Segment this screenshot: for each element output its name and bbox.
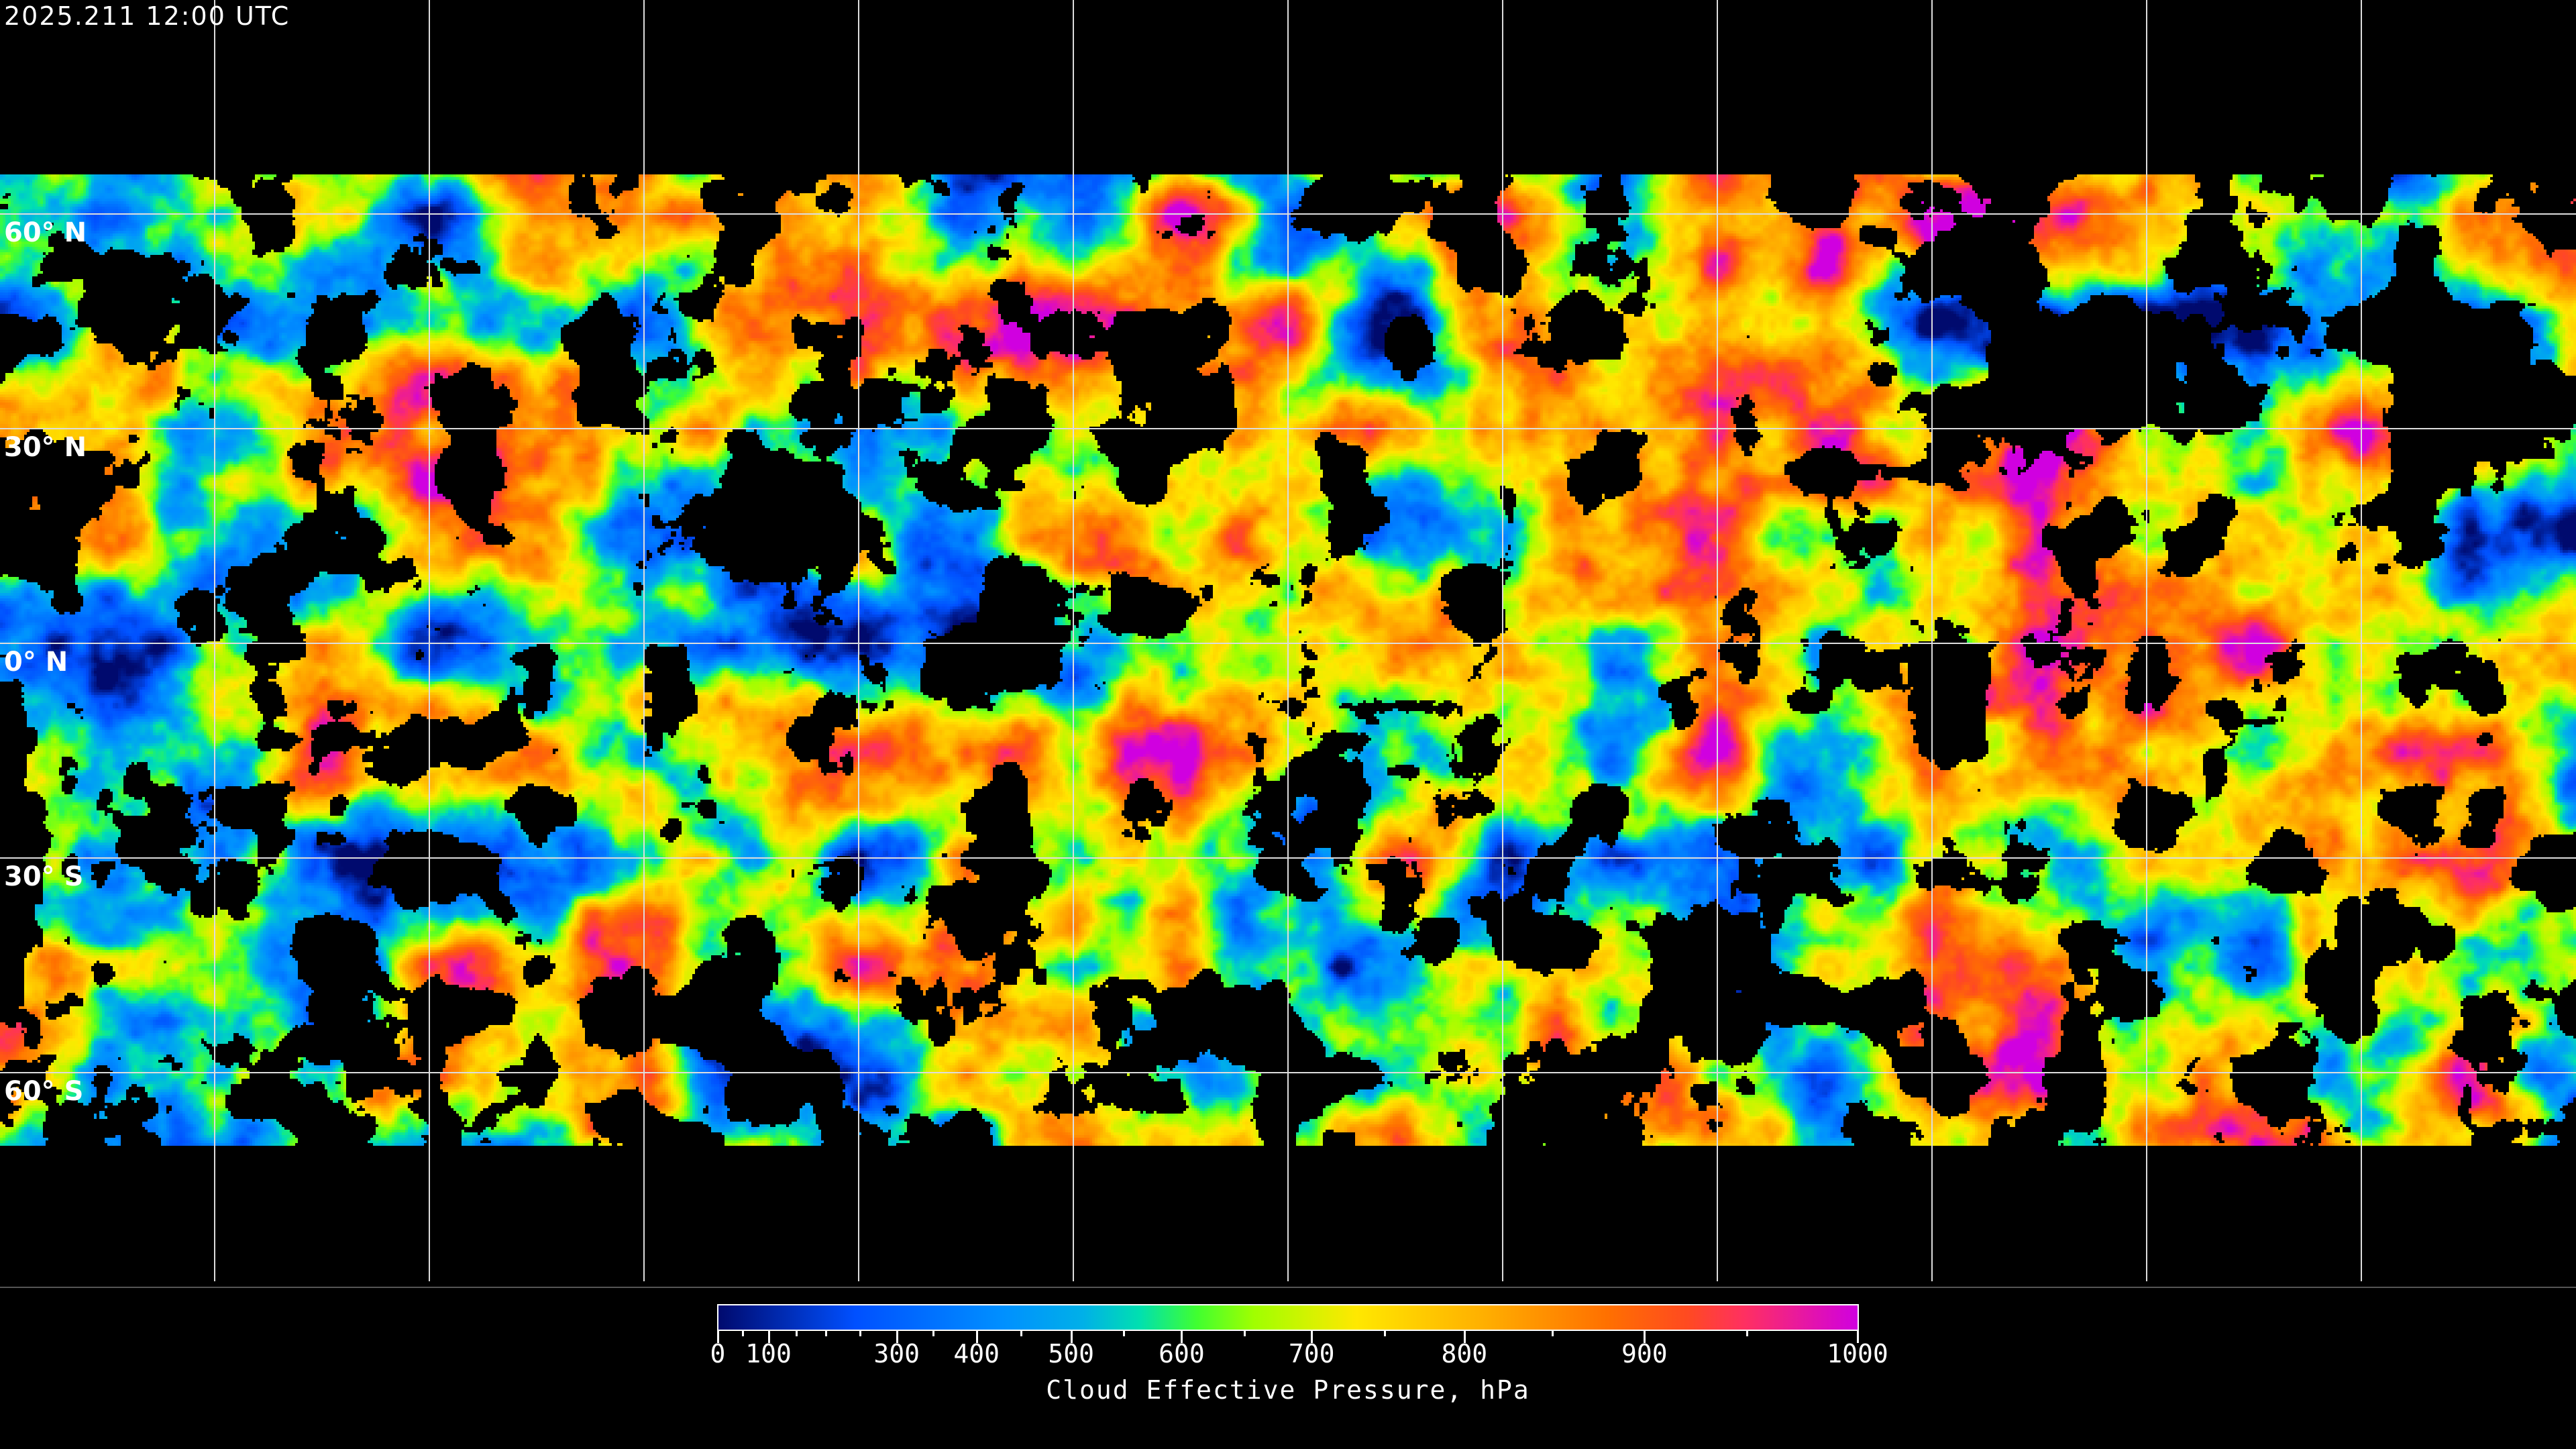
tick-label: 700 xyxy=(1288,1339,1335,1368)
lat-lon-grid xyxy=(0,0,2576,1281)
minor-tick xyxy=(1383,1331,1386,1336)
map-bottom-border xyxy=(0,1287,2576,1288)
tick-label: 300 xyxy=(873,1339,920,1368)
minor-tick xyxy=(1243,1331,1246,1336)
major-tick xyxy=(1857,1331,1859,1343)
major-tick xyxy=(896,1331,898,1343)
lat-label-30s: 30° S xyxy=(4,861,84,892)
minor-tick xyxy=(825,1331,828,1336)
minor-tick xyxy=(742,1331,745,1336)
minor-tick xyxy=(1020,1331,1022,1336)
tick-label: 800 xyxy=(1441,1339,1488,1368)
tick-label: 500 xyxy=(1048,1339,1095,1368)
major-tick xyxy=(1311,1331,1313,1343)
minor-tick xyxy=(796,1331,798,1336)
lat-label-30n: 30° N xyxy=(4,432,87,463)
tick-label: 100 xyxy=(745,1339,792,1368)
major-tick xyxy=(1644,1331,1646,1343)
tick-label: 1000 xyxy=(1827,1339,1888,1368)
tick-label: 900 xyxy=(1621,1339,1668,1368)
major-tick xyxy=(1070,1331,1073,1343)
minor-tick xyxy=(1551,1331,1554,1336)
tick-label: 0 xyxy=(710,1339,726,1368)
lat-label-60n: 60° N xyxy=(4,217,87,248)
colorbar xyxy=(717,1304,1859,1331)
major-tick xyxy=(1181,1331,1183,1343)
colorbar-title: Cloud Effective Pressure, hPa xyxy=(1046,1375,1530,1405)
minor-tick xyxy=(859,1331,862,1336)
timestamp-title: 2025.211 12:00 UTC xyxy=(4,1,290,31)
minor-tick xyxy=(1746,1331,1749,1336)
lat-label-0: 0° N xyxy=(4,647,68,678)
cloud-pressure-map xyxy=(0,0,2576,1288)
tick-label: 400 xyxy=(953,1339,1000,1368)
minor-tick xyxy=(1122,1331,1125,1336)
tick-label: 600 xyxy=(1159,1339,1205,1368)
minor-tick xyxy=(932,1331,935,1336)
lat-label-60s: 60° S xyxy=(4,1076,84,1107)
major-tick xyxy=(975,1331,978,1343)
major-tick xyxy=(717,1331,719,1343)
major-tick xyxy=(1463,1331,1466,1343)
major-tick xyxy=(767,1331,770,1343)
